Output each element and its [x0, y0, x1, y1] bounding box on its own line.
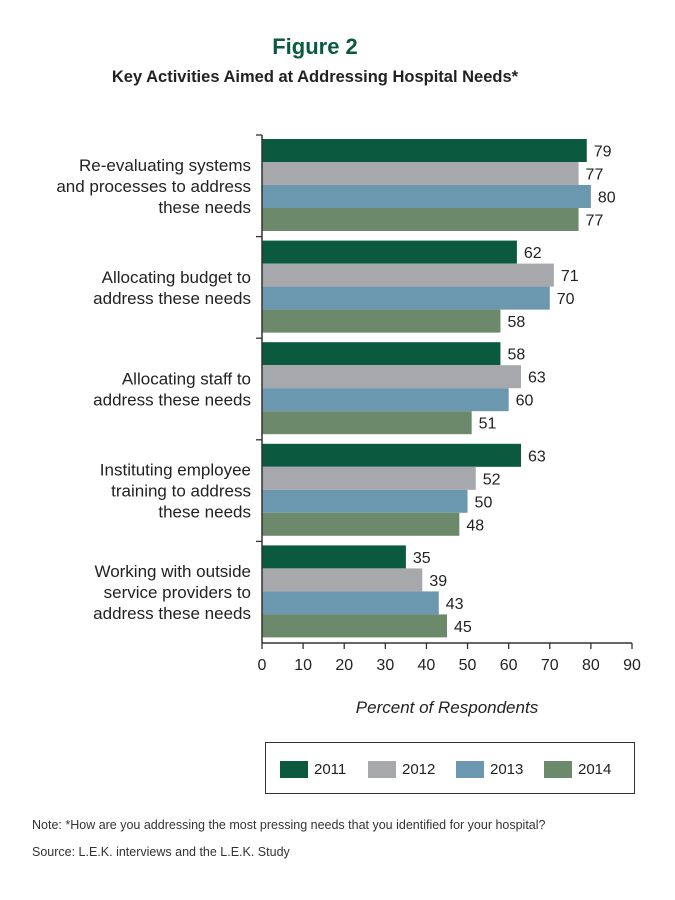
- data-label: 48: [466, 517, 484, 534]
- data-label: 51: [479, 416, 497, 433]
- bar-2012: [262, 466, 476, 490]
- bar-2012: [262, 568, 423, 592]
- legend-label-2011: 2011: [314, 760, 347, 778]
- bar-2012: [262, 365, 521, 389]
- category-label: and processes to address: [56, 177, 251, 196]
- category-label: training to address: [111, 482, 251, 501]
- data-label: 60: [516, 393, 534, 410]
- category-label: Re-evaluating systems: [79, 156, 251, 175]
- bar-2014: [262, 309, 501, 333]
- category-label: service providers to: [104, 583, 251, 602]
- data-label: 50: [475, 494, 493, 511]
- data-label: 63: [528, 370, 546, 387]
- data-label: 45: [454, 619, 472, 636]
- data-label: 77: [586, 167, 604, 184]
- data-label: 52: [483, 471, 501, 488]
- bar-2014: [262, 411, 472, 435]
- legend-item-2014: 2014: [544, 759, 611, 779]
- bar-2011: [262, 443, 521, 467]
- x-tick-label: 40: [418, 657, 436, 674]
- legend-swatch-2011: [280, 760, 308, 778]
- source-note: Source: L.E.K. interviews and the L.E.K.…: [32, 845, 290, 859]
- legend-swatch-2014: [544, 760, 572, 778]
- bar-2014: [262, 512, 460, 536]
- x-tick-label: 60: [500, 657, 518, 674]
- data-label: 35: [413, 550, 431, 567]
- x-axis-label: Percent of Respondents: [355, 698, 539, 717]
- data-label: 77: [586, 213, 604, 230]
- category-label: address these needs: [93, 391, 251, 410]
- x-tick-label: 30: [376, 657, 394, 674]
- category-label: these needs: [158, 503, 251, 522]
- data-label: 80: [598, 190, 616, 207]
- data-label: 63: [528, 448, 546, 465]
- data-label: 71: [561, 268, 579, 285]
- bar-2014: [262, 614, 447, 638]
- data-label: 43: [446, 596, 464, 613]
- bar-2011: [262, 342, 501, 366]
- category-label: Working with outside: [94, 562, 251, 581]
- x-tick-label: 80: [582, 657, 600, 674]
- x-tick-label: 50: [459, 657, 477, 674]
- legend: 2011 2012 2013 2014: [265, 742, 635, 794]
- legend-label-2012: 2012: [402, 760, 436, 778]
- data-label: 58: [507, 347, 525, 364]
- chart-title: Key Activities Aimed at Addressing Hospi…: [111, 68, 519, 86]
- data-label: 62: [524, 245, 542, 262]
- bar-chart: 79 77 80 77 Re-evaluating systems and process…: [56, 134, 641, 674]
- data-label: 58: [507, 314, 525, 331]
- x-tick-label: 90: [623, 657, 641, 674]
- bar-2013: [262, 286, 550, 310]
- bar-2011: [262, 545, 406, 569]
- legend-label-2013: 2013: [490, 760, 524, 778]
- legend-swatch-2012: [368, 760, 396, 778]
- data-label: 39: [429, 573, 447, 590]
- bar-2013: [262, 591, 439, 615]
- footnote: Note: *How are you addressing the most p…: [32, 818, 546, 832]
- bar-2014: [262, 208, 579, 231]
- category-label: address these needs: [93, 604, 251, 623]
- figure-label: Figure 2: [272, 34, 358, 59]
- bar-2013: [262, 388, 509, 412]
- category-label: these needs: [158, 198, 251, 217]
- x-tick-label: 20: [335, 657, 353, 674]
- legend-item-2011: 2011: [280, 759, 346, 779]
- x-tick-label: 10: [294, 657, 312, 674]
- bar-2012: [262, 263, 554, 287]
- legend-swatch-2013: [456, 760, 484, 778]
- bar-2013: [262, 185, 591, 208]
- data-label: 70: [557, 291, 575, 308]
- legend-label-2014: 2014: [578, 760, 612, 778]
- category-label: Instituting employee: [100, 461, 251, 480]
- legend-item-2012: 2012: [368, 759, 435, 779]
- data-label: 79: [594, 144, 612, 161]
- category-label: address these needs: [93, 289, 251, 308]
- category-label: Allocating staff to: [122, 370, 251, 389]
- category-label: Allocating budget to: [102, 268, 251, 287]
- x-tick-label: 0: [258, 657, 267, 674]
- bar-2011: [262, 240, 517, 264]
- bar-2013: [262, 489, 468, 513]
- bar-2012: [262, 162, 579, 185]
- bar-2011: [262, 139, 587, 162]
- x-tick-label: 70: [541, 657, 559, 674]
- legend-item-2013: 2013: [456, 759, 523, 779]
